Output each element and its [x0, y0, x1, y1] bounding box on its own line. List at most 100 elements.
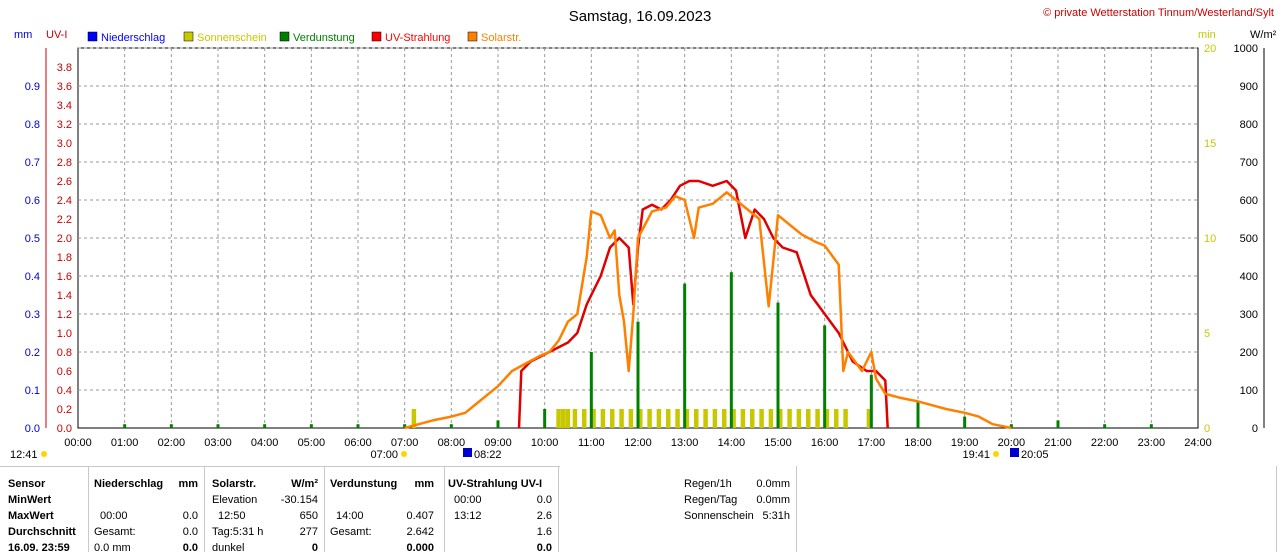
sunshine-bar — [778, 409, 783, 428]
evaporation-bar — [636, 321, 640, 428]
mm-tick-label: 0.2 — [25, 347, 40, 359]
sunshine-bar — [740, 409, 746, 428]
evaporation-bar — [263, 424, 267, 428]
sunshine-bar — [600, 409, 606, 428]
solar-header: Solarstr. — [212, 478, 257, 490]
rain-1h-label: Regen/1h — [684, 478, 732, 490]
row-label-max: MaxWert — [8, 510, 54, 522]
sunshine-bar — [572, 409, 578, 428]
solar-elev-label: Elevation — [212, 494, 258, 506]
mm-tick-label: 0.0 — [25, 423, 40, 435]
uv-tick-label: 1.8 — [57, 252, 72, 264]
weather-chart: Samstag, 16.09.2023 © private Wetterstat… — [10, 7, 1277, 461]
uv-tick-label: 0.0 — [57, 423, 72, 435]
min-tick-label: 15 — [1204, 138, 1216, 150]
uv-now-value: 0.0 — [536, 542, 552, 554]
uv-tick-label: 0.2 — [57, 404, 72, 416]
sunshine-bar — [750, 409, 755, 428]
uv-tick-label: 3.4 — [57, 100, 72, 112]
x-tick-label: 14:00 — [718, 437, 746, 449]
niederschlag-unit: mm — [178, 478, 198, 490]
sunshine-bar — [806, 409, 811, 428]
rain-1h-value: 0.0mm — [756, 478, 790, 490]
solar-max-value: 650 — [299, 510, 318, 522]
uv-tick-label: 3.6 — [57, 81, 72, 93]
x-tick-label: 06:00 — [344, 437, 372, 449]
row-label-avg: Durchschnitt — [8, 526, 76, 538]
mm-tick-label: 0.9 — [25, 81, 40, 93]
wm2-tick-label: 800 — [1240, 119, 1258, 131]
min-tick-label: 10 — [1204, 233, 1216, 245]
mm-tick-label: 0.4 — [25, 271, 40, 283]
sunshine-bar — [619, 409, 624, 428]
wm2-tick-label: 100 — [1240, 385, 1258, 397]
solar-elev-value: -30.154 — [280, 494, 318, 506]
sun-markers: 12:41 07:00 08:22 19:41 20:05 — [10, 448, 1049, 461]
sunshine-bar — [759, 409, 764, 428]
evaporation-bar — [1009, 424, 1013, 428]
uv-max-value: 2.6 — [536, 510, 552, 522]
axis-label-uv: UV-I — [46, 29, 67, 41]
legend-swatch — [467, 31, 478, 42]
x-tick-label: 16:00 — [811, 437, 839, 449]
uv-tick-label: 3.8 — [57, 62, 72, 74]
uv-tick-label: 1.4 — [57, 290, 72, 302]
x-tick-label: 02:00 — [158, 437, 186, 449]
uv-tick-label: 1.0 — [57, 328, 72, 340]
x-tick-label: 00:00 — [64, 437, 92, 449]
sunset-alt-label: 20:05 — [1021, 449, 1049, 461]
x-tick-label: 23:00 — [1138, 437, 1166, 449]
sunrise-alt-icon — [463, 448, 472, 457]
wm2-tick-label: 400 — [1240, 271, 1258, 283]
wm2-tick-label: 200 — [1240, 347, 1258, 359]
x-tick-label: 08:00 — [438, 437, 466, 449]
solar-unit: W/m² — [291, 478, 318, 490]
sunset-label: 19:41 — [962, 449, 990, 461]
chart-title: Samstag, 16.09.2023 — [569, 8, 712, 25]
legend-swatch — [87, 31, 98, 42]
evaporation-bar — [916, 401, 920, 428]
solar-max-time: 12:50 — [218, 510, 246, 522]
sunshine-bar — [411, 409, 417, 428]
legend-swatch — [183, 31, 194, 42]
sunshine-bar — [647, 409, 652, 428]
evaporation-bar — [589, 352, 593, 428]
sunshine-bar — [843, 409, 848, 428]
sunshine-bar — [694, 409, 699, 428]
uv-tick-label: 3.0 — [57, 138, 72, 150]
uv-tick-label: 1.6 — [57, 271, 72, 283]
mm-tick-label: 0.8 — [25, 119, 40, 131]
sunshine-bar — [561, 409, 566, 428]
uv-tick-label: 1.2 — [57, 309, 72, 321]
sun-icon — [401, 451, 407, 457]
evaporation-bar — [823, 325, 827, 428]
x-tick-label: 09:00 — [484, 437, 512, 449]
evaporation-bar — [449, 424, 453, 428]
mm-tick-label: 0.7 — [25, 157, 40, 169]
sunshine-bar — [824, 409, 830, 428]
axis-label-wm2: W/m² — [1250, 29, 1277, 41]
niederschlag-max-time: 00:00 — [100, 510, 128, 522]
niederschlag-max-value: 0.0 — [182, 510, 198, 522]
evaporation-bar — [123, 424, 127, 428]
solar-avg-value: 277 — [299, 526, 318, 538]
sun-icon — [41, 451, 47, 457]
min-tick-label: 20 — [1204, 43, 1216, 55]
legend: Niederschlag Sonnenschein Verdunstung UV-St… — [87, 31, 521, 44]
mm-tick-label: 0.5 — [25, 233, 40, 245]
legend-label: UV-Strahlung — [385, 32, 450, 44]
copyright-text: © private Wetterstation Tinnum/Westerlan… — [1043, 7, 1274, 19]
verdunstung-total-label: Gesamt: — [330, 526, 372, 538]
wm2-tick-label: 300 — [1240, 309, 1258, 321]
verdunstung-header: Verdunstung — [330, 478, 398, 490]
sunshine-bar — [610, 409, 615, 428]
axis-label-mm: mm — [14, 29, 32, 41]
evaporation-bar — [496, 420, 500, 428]
sensor-header: Sensor — [8, 478, 46, 490]
niederschlag-now-label: 0.0 mm — [94, 542, 131, 554]
niederschlag-total-value: 0.0 — [182, 526, 198, 538]
evaporation-bar — [216, 424, 220, 428]
x-tick-label: 12:00 — [624, 437, 652, 449]
stats-table: Sensor MinWert MaxWert Durchschnitt 16.0… — [0, 474, 1280, 554]
uv-tick-label: 2.6 — [57, 176, 72, 188]
